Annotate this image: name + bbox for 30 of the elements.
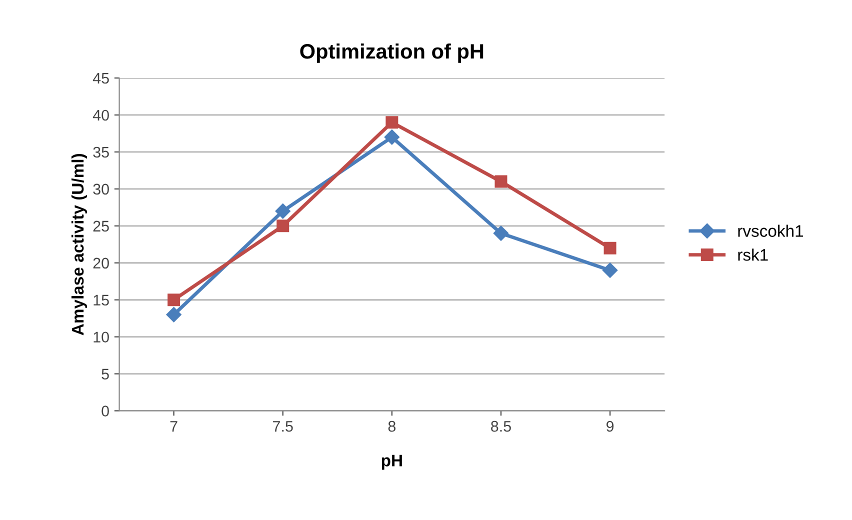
point bbox=[384, 130, 400, 145]
y-tick-label: 40 bbox=[92, 110, 109, 121]
y-tick-label: 0 bbox=[102, 406, 109, 416]
point bbox=[166, 307, 182, 322]
y-tick-label: 45 bbox=[92, 73, 109, 84]
chart-title: Optimization of pH bbox=[300, 43, 484, 63]
x-tick-label: 7.5 bbox=[273, 421, 293, 432]
y-axis-title: Amylase activity (U/ml) bbox=[71, 154, 88, 336]
legend-label: rvscokh1 bbox=[738, 224, 804, 237]
y-tick-label: 25 bbox=[93, 220, 109, 232]
point bbox=[602, 262, 618, 278]
y-tick-label: 35 bbox=[93, 146, 109, 158]
point bbox=[494, 175, 508, 188]
point bbox=[604, 242, 616, 254]
point bbox=[276, 220, 290, 232]
x-tick-label: 8.5 bbox=[491, 420, 511, 432]
y-tick-label: 30 bbox=[93, 184, 109, 195]
y-tick-label: 5 bbox=[102, 368, 109, 380]
x-tick-label: 7 bbox=[170, 421, 178, 432]
point bbox=[275, 204, 290, 219]
x-axis-title: pH bbox=[382, 454, 402, 470]
point bbox=[168, 294, 180, 306]
y-tick-label: 10 bbox=[94, 332, 109, 343]
x-tick-label: 9 bbox=[606, 420, 614, 432]
x-tick-label: 8 bbox=[388, 420, 396, 432]
point bbox=[493, 226, 509, 241]
legend-label: rsk1 bbox=[738, 248, 768, 261]
y-tick-label: 20 bbox=[93, 258, 109, 269]
point bbox=[386, 116, 398, 129]
y-tick-label: 15 bbox=[94, 294, 109, 306]
